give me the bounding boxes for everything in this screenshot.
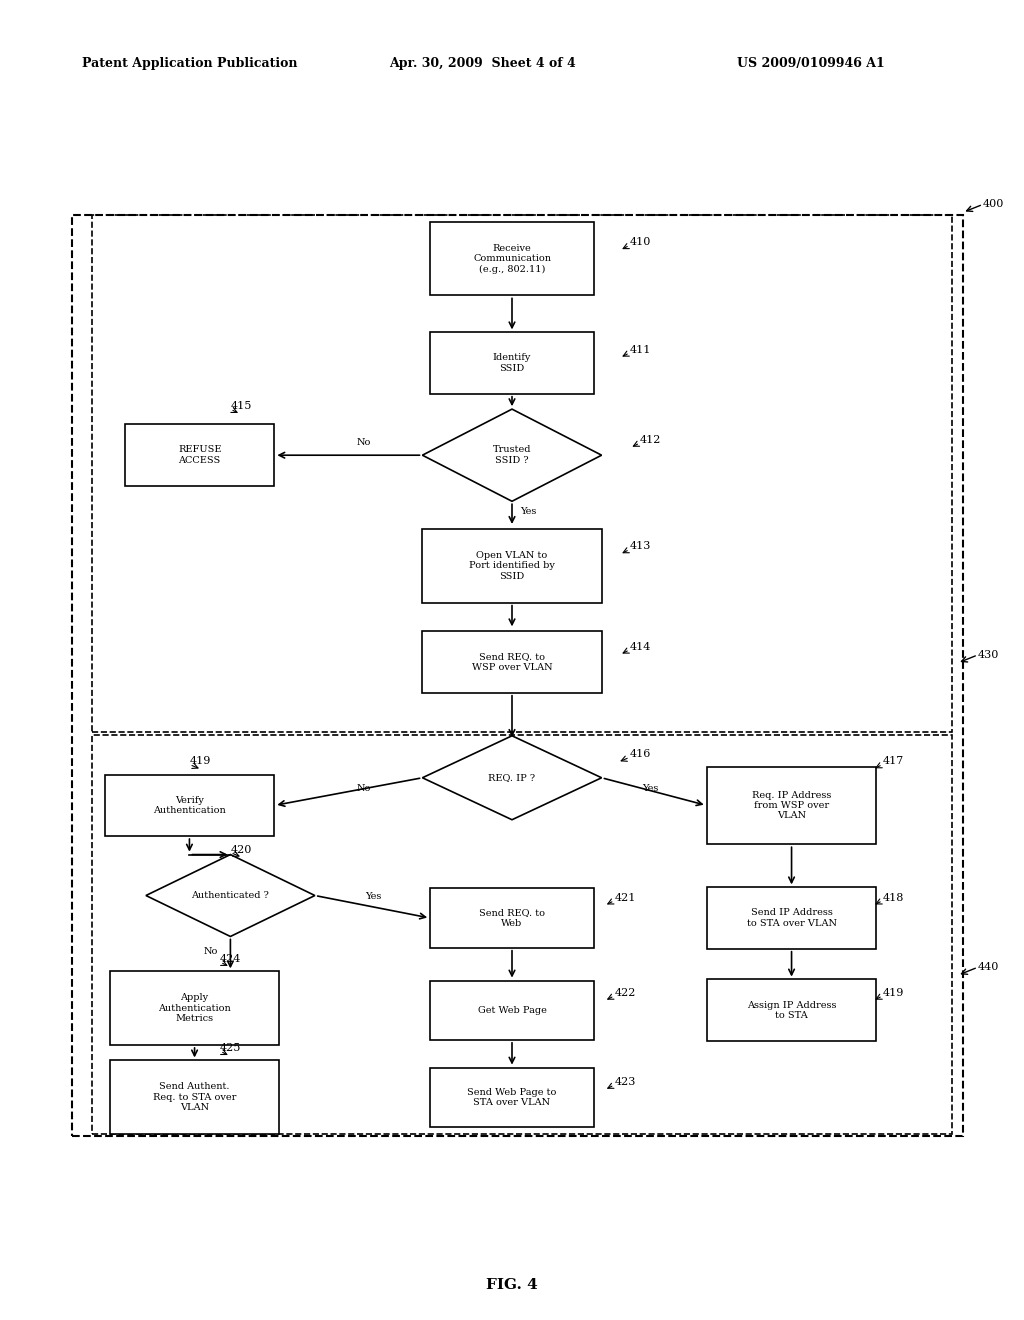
Text: 418: 418 — [883, 892, 904, 903]
Text: 422: 422 — [614, 987, 636, 998]
Text: Apply
Authentication
Metrics: Apply Authentication Metrics — [158, 993, 231, 1023]
Text: 413: 413 — [630, 541, 651, 552]
FancyBboxPatch shape — [430, 981, 594, 1040]
Text: 430: 430 — [978, 649, 999, 660]
Text: Assign IP Address
to STA: Assign IP Address to STA — [746, 1001, 837, 1020]
Text: Yes: Yes — [366, 891, 382, 900]
Polygon shape — [422, 735, 602, 820]
FancyBboxPatch shape — [430, 222, 594, 296]
FancyBboxPatch shape — [707, 979, 877, 1041]
Text: Open VLAN to
Port identified by
SSID: Open VLAN to Port identified by SSID — [469, 550, 555, 581]
Text: Apr. 30, 2009  Sheet 4 of 4: Apr. 30, 2009 Sheet 4 of 4 — [389, 57, 575, 70]
FancyBboxPatch shape — [707, 767, 877, 843]
FancyBboxPatch shape — [111, 1060, 279, 1134]
FancyBboxPatch shape — [430, 333, 594, 393]
FancyBboxPatch shape — [111, 972, 279, 1045]
FancyBboxPatch shape — [126, 425, 274, 486]
Text: 419: 419 — [883, 987, 904, 998]
Text: Trusted
SSID ?: Trusted SSID ? — [493, 446, 531, 465]
Text: Identify
SSID: Identify SSID — [493, 354, 531, 372]
FancyBboxPatch shape — [422, 529, 601, 603]
Text: Req. IP Address
from WSP over
VLAN: Req. IP Address from WSP over VLAN — [752, 791, 831, 820]
Text: 424: 424 — [220, 954, 242, 964]
Text: Verify
Authentication: Verify Authentication — [153, 796, 226, 816]
FancyBboxPatch shape — [430, 1068, 594, 1127]
Text: 421: 421 — [614, 892, 636, 903]
Text: Yes: Yes — [520, 507, 537, 516]
Text: REQ. IP ?: REQ. IP ? — [488, 774, 536, 783]
FancyBboxPatch shape — [422, 631, 601, 693]
Text: REFUSE
ACCESS: REFUSE ACCESS — [178, 446, 221, 465]
FancyBboxPatch shape — [430, 888, 594, 948]
Text: FIG. 4: FIG. 4 — [486, 1278, 538, 1292]
Text: No: No — [356, 438, 371, 447]
Text: Get Web Page: Get Web Page — [477, 1006, 547, 1015]
Text: Receive
Communication
(e.g., 802.11): Receive Communication (e.g., 802.11) — [473, 244, 551, 273]
Text: 423: 423 — [614, 1077, 636, 1086]
Text: No: No — [204, 946, 218, 956]
Polygon shape — [422, 409, 602, 502]
Text: 412: 412 — [640, 434, 662, 445]
Text: Send Authent.
Req. to STA over
VLAN: Send Authent. Req. to STA over VLAN — [153, 1082, 237, 1113]
Text: 411: 411 — [630, 345, 651, 355]
Text: No: No — [356, 784, 371, 793]
Text: Yes: Yes — [642, 784, 658, 793]
Text: 420: 420 — [230, 845, 252, 854]
Text: Send REQ. to
Web: Send REQ. to Web — [479, 908, 545, 928]
Text: Send REQ. to
WSP over VLAN: Send REQ. to WSP over VLAN — [472, 652, 552, 672]
Text: Send Web Page to
STA over VLAN: Send Web Page to STA over VLAN — [467, 1088, 557, 1107]
Text: 417: 417 — [883, 756, 904, 767]
Text: 416: 416 — [630, 750, 651, 759]
Text: Send IP Address
to STA over VLAN: Send IP Address to STA over VLAN — [746, 908, 837, 928]
Text: 440: 440 — [978, 962, 999, 973]
Text: Authenticated ?: Authenticated ? — [191, 891, 269, 900]
Text: US 2009/0109946 A1: US 2009/0109946 A1 — [737, 57, 885, 70]
Text: 425: 425 — [220, 1043, 242, 1053]
Text: 400: 400 — [983, 199, 1005, 210]
FancyBboxPatch shape — [707, 887, 877, 949]
Text: Patent Application Publication: Patent Application Publication — [82, 57, 297, 70]
Text: 410: 410 — [630, 238, 651, 247]
Text: 419: 419 — [189, 756, 211, 767]
Text: 415: 415 — [230, 401, 252, 411]
Polygon shape — [146, 854, 315, 936]
Text: 414: 414 — [630, 642, 651, 652]
FancyBboxPatch shape — [104, 775, 274, 836]
